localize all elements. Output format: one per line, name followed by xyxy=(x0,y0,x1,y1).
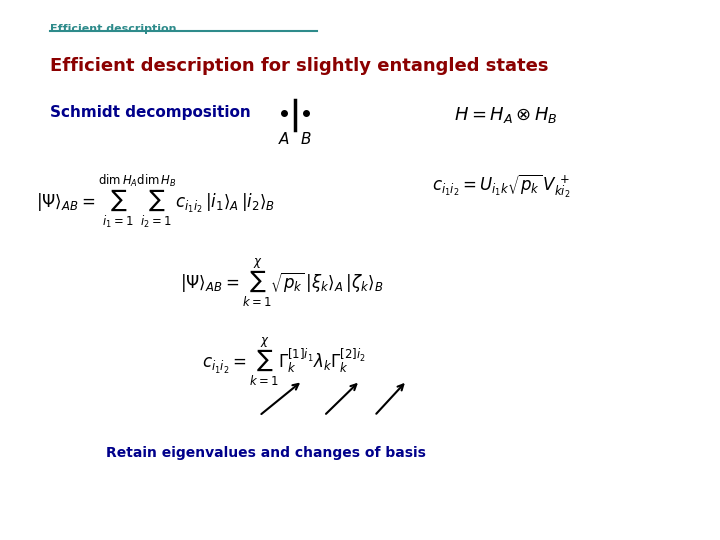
Text: $|\Psi\rangle_{AB} = \sum_{i_1=1}^{\dim H_A} \sum_{i_2=1}^{\dim H_B} c_{i_1 i_2}: $|\Psi\rangle_{AB} = \sum_{i_1=1}^{\dim … xyxy=(36,173,275,230)
Text: $|\Psi\rangle_{AB} = \sum_{k=1}^{\chi} \sqrt{p_k}\,|\xi_k\rangle_A\,|\zeta_k\ran: $|\Psi\rangle_{AB} = \sum_{k=1}^{\chi} \… xyxy=(180,256,383,309)
Text: A: A xyxy=(279,132,289,147)
Text: Efficient description: Efficient description xyxy=(50,24,177,35)
Text: Schmidt decomposition: Schmidt decomposition xyxy=(50,105,251,120)
Text: $c_{i_1 i_2} = U_{i_1 k}\sqrt{p_k}\,V_{k i_2}^{\,+}$: $c_{i_1 i_2} = U_{i_1 k}\sqrt{p_k}\,V_{k… xyxy=(432,173,570,200)
Text: $H = H_A \otimes H_B$: $H = H_A \otimes H_B$ xyxy=(454,105,557,125)
Text: $c_{i_1 i_2} = \sum_{k=1}^{\chi} \Gamma_k^{[1]i_1}\lambda_k\Gamma_k^{[2]i_2}$: $c_{i_1 i_2} = \sum_{k=1}^{\chi} \Gamma_… xyxy=(202,335,365,388)
Text: Efficient description for slightly entangled states: Efficient description for slightly entan… xyxy=(50,57,549,75)
Text: B: B xyxy=(301,132,311,147)
Text: Retain eigenvalues and changes of basis: Retain eigenvalues and changes of basis xyxy=(107,446,426,460)
